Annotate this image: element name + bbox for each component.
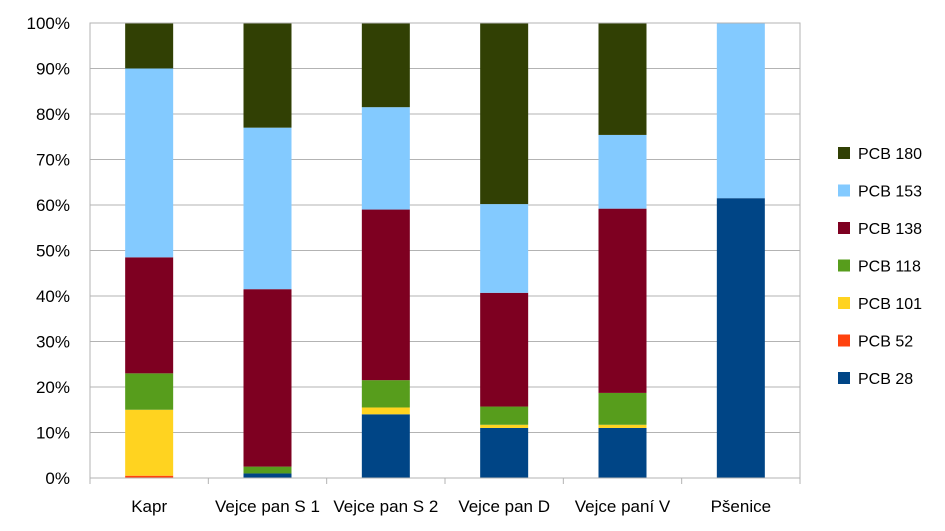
legend-swatch <box>838 184 850 197</box>
legend-label: PCB 138 <box>858 221 922 238</box>
y-tick-label: 30% <box>36 333 70 352</box>
legend-label: PCB 118 <box>858 259 921 276</box>
x-tick-label: Vejce pan S 1 <box>215 497 320 516</box>
bar-segment-pcb-138 <box>125 257 174 374</box>
bar-segment-pcb-28 <box>243 473 292 478</box>
grid-lines <box>90 22 800 479</box>
bar-segment-pcb-28 <box>716 198 765 479</box>
y-tick-label: 70% <box>36 151 70 170</box>
bar-segment-pcb-138 <box>243 289 292 467</box>
legend-label: PCB 153 <box>858 184 922 201</box>
legend-swatch <box>838 372 850 384</box>
bar-segment-pcb-138 <box>480 292 529 407</box>
y-tick-label: 80% <box>36 105 70 124</box>
bar-segment-pcb-180 <box>361 23 410 108</box>
axes: 0% 10% 20% 30% 40% 50% 60% 70% 80% 90% 100% Kapr Vej… <box>27 14 801 516</box>
bar-segment-pcb-118 <box>361 380 410 408</box>
bar-segment-pcb-180 <box>125 23 174 69</box>
bar-segment-pcb-52 <box>125 475 174 478</box>
y-tick-label: 10% <box>36 424 70 443</box>
x-tick-label: Vejce paní V <box>575 497 671 516</box>
x-tick-label: Pšenice <box>711 497 771 516</box>
bar-segment-pcb-118 <box>243 466 292 474</box>
bar-segment-pcb-28 <box>480 427 529 478</box>
bar-segment-pcb-153 <box>125 68 174 258</box>
y-tick-label: 0% <box>45 469 70 488</box>
bar-segment-pcb-153 <box>361 107 410 210</box>
bar-segment-pcb-101 <box>598 424 647 428</box>
bar-segment-pcb-138 <box>361 209 410 381</box>
x-tick-label: Vejce pan D <box>458 497 550 516</box>
legend-swatch <box>838 259 850 272</box>
y-tick-label: 90% <box>36 60 70 79</box>
bar-segment-pcb-153 <box>243 127 292 290</box>
bar-segment-pcb-153 <box>480 204 529 293</box>
bars <box>125 23 765 479</box>
legend-label: PCB 180 <box>858 146 922 163</box>
bar-segment-pcb-153 <box>598 134 647 209</box>
bar-segment-pcb-28 <box>598 427 647 478</box>
x-tick-label: Vejce pan S 2 <box>333 497 438 516</box>
x-tick-label: Kapr <box>131 497 167 516</box>
bar-segment-pcb-28 <box>361 414 410 478</box>
y-tick-label: 40% <box>36 287 70 306</box>
bar-segment-pcb-101 <box>125 409 174 476</box>
bar-segment-pcb-118 <box>480 406 529 425</box>
y-tick-label: 50% <box>36 242 70 261</box>
bar-segment-pcb-118 <box>598 392 647 425</box>
legend-swatch <box>838 334 850 347</box>
bar-segment-pcb-138 <box>598 208 647 393</box>
bar-segment-pcb-118 <box>125 373 174 410</box>
legend-label: PCB 28 <box>858 371 913 388</box>
bar-segment-pcb-101 <box>361 407 410 415</box>
y-tick-label: 100% <box>27 14 70 33</box>
bar-segment-pcb-153 <box>716 23 765 199</box>
y-tick-label: 60% <box>36 196 70 215</box>
legend-label: PCB 52 <box>858 334 913 351</box>
bar-segment-pcb-101 <box>480 424 529 428</box>
bar-segment-pcb-180 <box>598 23 647 135</box>
legend-swatch <box>838 222 850 234</box>
legend-swatch <box>838 147 850 159</box>
bar-segment-pcb-180 <box>480 23 529 205</box>
legend-label: PCB 101 <box>858 296 922 313</box>
y-tick-label: 20% <box>36 378 70 397</box>
bar-segment-pcb-180 <box>243 23 292 128</box>
legend-swatch <box>838 297 850 309</box>
legend: PCB 180 PCB 153 PCB 138 PCB 118 PCB 101 PCB 5… <box>838 146 922 388</box>
